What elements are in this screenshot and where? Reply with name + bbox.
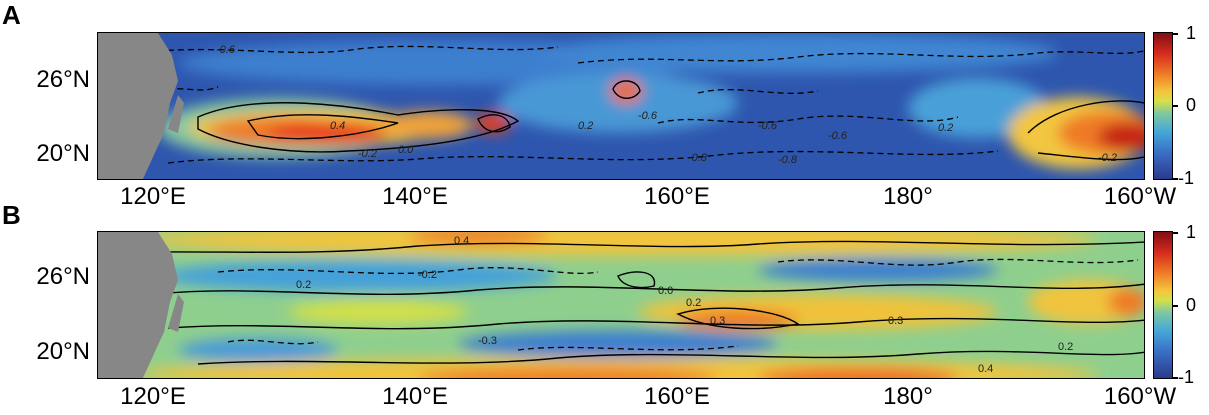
- contour-label-a-8: 0.0: [398, 144, 414, 156]
- colorbar-a-label-max: 1: [1186, 23, 1197, 43]
- x-tick-label-180-a: 180°: [883, 183, 933, 210]
- dashed-contours-b: [217, 258, 1139, 351]
- contours-a: [197, 80, 1144, 161]
- contour-label-b-6: 0.2: [686, 297, 701, 309]
- contour-label-b-1: 0.4: [454, 235, 469, 247]
- panel-letter-a: A: [2, 0, 21, 30]
- colorbar-b-label-min: -1: [1178, 367, 1195, 387]
- x-tick-label-160e-a: 160°E: [644, 183, 710, 210]
- x-tick-label-140e-a: 140°E: [382, 183, 448, 210]
- contour-label-b-5: 0.3: [888, 315, 903, 327]
- contour-label-b-3: -0.2: [418, 269, 437, 281]
- contour-label-a-9: -0.8: [688, 152, 708, 164]
- contour-label-a-5: 0.4: [330, 120, 345, 132]
- contour-label-a-2: -0.6: [638, 110, 658, 122]
- contour-label-b-8: -0.3: [478, 335, 497, 347]
- x-tick-label-120e-a: 120°E: [120, 183, 186, 210]
- x-tick-label-160e-b: 160°E: [644, 383, 710, 410]
- contour-label-b-4: 0.3: [710, 315, 725, 327]
- contour-labels-a: -0.6 -0.6 -0.6 -0.6 0.4 0.2 -0.2 0.0 -0.…: [216, 44, 1117, 166]
- contour-label-a-7: -0.2: [358, 148, 377, 160]
- contour-label-a-1: -0.6: [216, 44, 236, 56]
- x-tick-label-180-b: 180°: [883, 383, 933, 410]
- contour-label-a-12: -0.2: [1098, 152, 1117, 164]
- map-panel-a: -0.6 -0.6 -0.6 -0.6 0.4 0.2 -0.2 0.0 -0.…: [97, 32, 1145, 180]
- x-tick-label-120e-b: 120°E: [120, 383, 186, 410]
- y-tick-label-20n-b: 20°N: [36, 338, 90, 365]
- colorbar-a-label-zero: 0: [1186, 95, 1197, 115]
- x-tick-label-160w-a: 160°W: [1103, 183, 1177, 210]
- colorbar-b: [1153, 231, 1173, 379]
- map-panel-b: 0.4 0.2 -0.2 0.3 0.3 0.2 0.4 -0.3 0.2 0.…: [97, 231, 1145, 379]
- land-taiwan-b: [168, 294, 184, 332]
- map-b-svg: 0.4 0.2 -0.2 0.3 0.3 0.2 0.4 -0.3 0.2 0.…: [98, 232, 1144, 378]
- contour-label-a-4: -0.6: [828, 130, 848, 142]
- x-tick-label-160w-b: 160°W: [1103, 383, 1177, 410]
- contours-b: [98, 240, 1144, 365]
- dashed-contours-a: [137, 45, 1144, 164]
- contour-label-a-3: -0.6: [758, 120, 778, 132]
- land-taiwan-a: [168, 95, 184, 133]
- map-a-svg: -0.6 -0.6 -0.6 -0.6 0.4 0.2 -0.2 0.0 -0.…: [98, 33, 1144, 179]
- panel-letter-b: B: [2, 200, 21, 230]
- contour-labels-b: 0.4 0.2 -0.2 0.3 0.3 0.2 0.4 -0.3 0.2 0.…: [296, 235, 1073, 375]
- contour-label-a-10: -0.8: [778, 154, 798, 166]
- contour-label-b-9: 0.2: [1058, 341, 1073, 353]
- contour-label-b-2: 0.2: [296, 279, 311, 291]
- land-asia-b: [98, 232, 178, 378]
- contour-label-a-11: 0.2: [938, 122, 953, 134]
- contour-label-a-6: 0.2: [578, 120, 593, 132]
- y-tick-label-26n-a: 26°N: [36, 66, 90, 93]
- contour-label-b-7: 0.4: [978, 363, 993, 375]
- colorbar-b-label-zero: 0: [1186, 295, 1197, 315]
- land-asia-a: [98, 33, 178, 179]
- colorbar-b-label-max: 1: [1186, 222, 1197, 242]
- colorbar-a: [1153, 32, 1173, 180]
- y-tick-label-20n-a: 20°N: [36, 140, 90, 167]
- field-a: [158, 33, 1144, 169]
- colorbar-a-label-min: -1: [1178, 168, 1195, 188]
- contour-label-b-10: 0.0: [658, 285, 673, 297]
- y-tick-label-26n-b: 26°N: [36, 263, 90, 290]
- x-tick-label-140e-b: 140°E: [382, 383, 448, 410]
